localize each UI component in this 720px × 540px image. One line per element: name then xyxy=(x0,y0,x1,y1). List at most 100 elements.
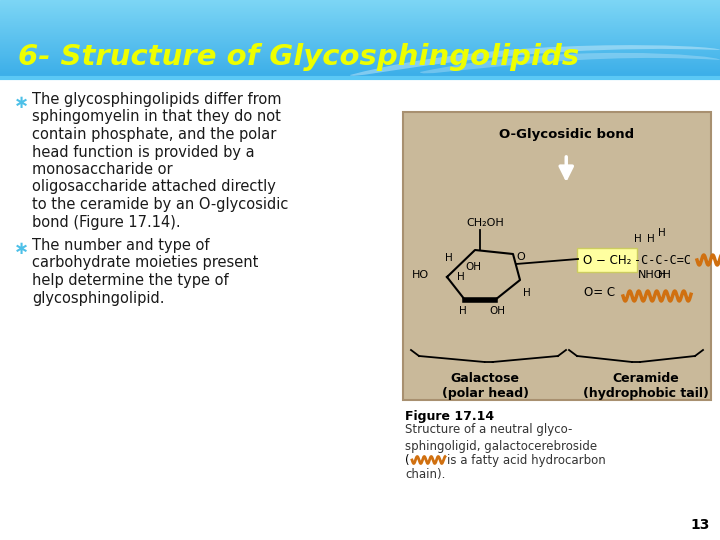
Bar xyxy=(0,31,720,32)
Bar xyxy=(0,29,720,30)
Bar xyxy=(0,28,720,29)
Text: chain).: chain). xyxy=(405,468,446,481)
Text: OH: OH xyxy=(465,262,481,272)
Text: glycosphingolipid.: glycosphingolipid. xyxy=(32,291,164,306)
FancyBboxPatch shape xyxy=(577,248,637,272)
Bar xyxy=(0,52,720,53)
Text: O: O xyxy=(516,252,525,262)
Bar xyxy=(0,7,720,8)
Bar xyxy=(0,42,720,43)
Text: H: H xyxy=(658,228,666,238)
Bar xyxy=(0,70,720,71)
Bar xyxy=(0,8,720,9)
PathPatch shape xyxy=(350,45,720,76)
Text: 6- Structure of Glycosphingolipids: 6- Structure of Glycosphingolipids xyxy=(18,43,580,71)
Text: The number and type of: The number and type of xyxy=(32,238,210,253)
Text: H: H xyxy=(634,234,642,244)
Bar xyxy=(0,4,720,5)
Bar xyxy=(0,3,720,4)
Bar xyxy=(0,12,720,13)
Text: (: ( xyxy=(405,454,410,467)
Bar xyxy=(0,41,720,42)
Bar xyxy=(0,60,720,61)
Text: Galactose
(polar head): Galactose (polar head) xyxy=(441,372,528,400)
Bar xyxy=(0,63,720,64)
Text: is a fatty acid hydrocarbon: is a fatty acid hydrocarbon xyxy=(447,454,606,467)
Text: NHOH: NHOH xyxy=(638,270,672,280)
Text: H: H xyxy=(445,253,453,263)
Text: oligosaccharide attached directly: oligosaccharide attached directly xyxy=(32,179,276,194)
Bar xyxy=(0,13,720,14)
Bar xyxy=(0,78,720,540)
Bar xyxy=(0,57,720,58)
Text: Ceramide
(hydrophobic tail): Ceramide (hydrophobic tail) xyxy=(583,372,709,400)
Bar xyxy=(0,44,720,45)
Bar xyxy=(0,1,720,2)
Text: O − CH₂: O − CH₂ xyxy=(582,253,631,267)
Text: bond (Figure 17.14).: bond (Figure 17.14). xyxy=(32,214,181,230)
Bar xyxy=(0,37,720,38)
Bar xyxy=(0,16,720,17)
Bar xyxy=(0,19,720,20)
Text: H: H xyxy=(457,272,465,282)
Bar xyxy=(0,17,720,18)
Bar xyxy=(0,23,720,24)
PathPatch shape xyxy=(420,53,720,73)
Bar xyxy=(0,10,720,11)
Bar xyxy=(0,43,720,44)
Bar xyxy=(0,30,720,31)
Text: to the ceramide by an O-glycosidic: to the ceramide by an O-glycosidic xyxy=(32,197,289,212)
Bar xyxy=(0,15,720,16)
FancyBboxPatch shape xyxy=(403,112,711,400)
Bar xyxy=(0,11,720,12)
Bar xyxy=(0,56,720,57)
Bar xyxy=(0,25,720,26)
Bar xyxy=(0,48,720,49)
Bar xyxy=(0,34,720,35)
Bar xyxy=(0,40,720,41)
Text: ∗: ∗ xyxy=(14,240,29,258)
Text: 13: 13 xyxy=(690,518,710,532)
Text: OH: OH xyxy=(489,306,505,316)
Text: carbohydrate moieties present: carbohydrate moieties present xyxy=(32,255,258,271)
Bar xyxy=(0,71,720,72)
Bar xyxy=(0,65,720,66)
Bar xyxy=(0,22,720,23)
Bar xyxy=(0,27,720,28)
Text: sphingomyelin in that they do not: sphingomyelin in that they do not xyxy=(32,110,281,125)
Text: O= C: O= C xyxy=(584,286,615,299)
Bar xyxy=(0,54,720,55)
Bar xyxy=(0,5,720,6)
Text: head function is provided by a: head function is provided by a xyxy=(32,145,255,159)
Bar xyxy=(0,75,720,76)
Bar xyxy=(0,0,720,1)
Text: O-Glycosidic bond: O-Glycosidic bond xyxy=(499,128,634,141)
Bar xyxy=(0,69,720,70)
Text: contain phosphate, and the polar: contain phosphate, and the polar xyxy=(32,127,276,142)
Bar xyxy=(0,68,720,69)
Bar xyxy=(0,73,720,74)
Text: H: H xyxy=(647,234,655,244)
Bar xyxy=(0,6,720,7)
Bar xyxy=(0,45,720,46)
Bar xyxy=(0,36,720,37)
Bar xyxy=(0,14,720,15)
Bar xyxy=(0,18,720,19)
Bar xyxy=(0,32,720,33)
Bar xyxy=(0,38,720,39)
Bar xyxy=(0,62,720,63)
Bar xyxy=(0,33,720,34)
Text: Figure 17.14: Figure 17.14 xyxy=(405,410,494,423)
Bar xyxy=(0,59,720,60)
Text: Structure of a neutral glyco-
sphingoligid, galactocerebroside: Structure of a neutral glyco- sphingolig… xyxy=(405,423,597,453)
Bar xyxy=(0,55,720,56)
Bar xyxy=(0,9,720,10)
Bar xyxy=(0,26,720,27)
Bar xyxy=(0,24,720,25)
Text: monosaccharide or: monosaccharide or xyxy=(32,162,173,177)
Text: HO: HO xyxy=(412,270,429,280)
Bar xyxy=(0,64,720,65)
Bar xyxy=(0,58,720,59)
Text: -C-C-C=C: -C-C-C=C xyxy=(634,253,691,267)
Bar xyxy=(0,21,720,22)
